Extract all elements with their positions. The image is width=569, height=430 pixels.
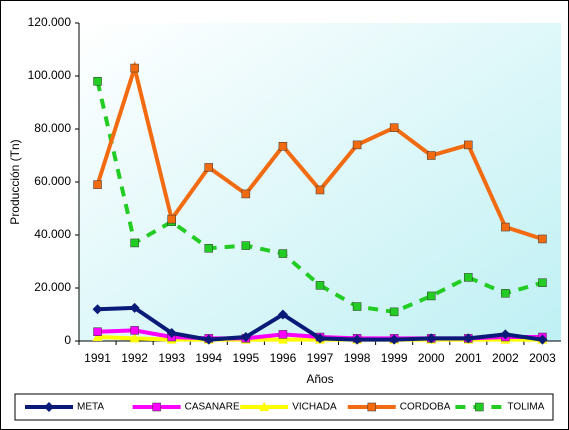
data-point (129, 333, 140, 343)
x-tick-label: 1997 (307, 351, 334, 365)
y-tick-label: 80.000 (34, 121, 71, 135)
data-point (204, 163, 214, 172)
y-tick-label: 60.000 (34, 174, 71, 188)
data-point (92, 332, 103, 342)
data-point (538, 234, 547, 244)
data-point (278, 141, 288, 151)
x-axis-title: Años (306, 372, 333, 386)
legend-marker (152, 402, 161, 412)
data-point (92, 304, 103, 315)
data-point (389, 334, 400, 345)
data-point (277, 309, 288, 320)
data-point (463, 333, 474, 344)
x-tick-label: 2001 (455, 351, 482, 365)
data-point (240, 332, 251, 343)
x-tick-label: 1998 (344, 351, 371, 365)
data-point (203, 334, 214, 345)
legend-label: VICHADA (292, 402, 337, 413)
data-point (130, 238, 139, 248)
x-tick-label: 2003 (529, 351, 556, 365)
y-tick-label: 100.000 (28, 68, 72, 82)
y-tick-label: 0 (64, 333, 71, 347)
legend-marker (259, 402, 270, 411)
data-point (204, 244, 214, 253)
data-point (278, 330, 288, 339)
data-point (315, 185, 325, 195)
data-point (352, 334, 363, 345)
x-tick-label: 1991 (84, 351, 111, 365)
legend-marker (44, 402, 54, 412)
x-tick-label: 1994 (195, 351, 222, 365)
x-tick-label: 1993 (158, 351, 185, 365)
x-tick-label: 1996 (270, 351, 297, 365)
data-point (93, 77, 102, 86)
data-point (241, 241, 251, 250)
data-point (389, 307, 399, 317)
data-point (130, 326, 139, 335)
legend-label: CORDOBA (400, 402, 451, 413)
y-tick-label: 40.000 (34, 227, 71, 241)
plot-area (79, 23, 561, 341)
data-point (538, 278, 547, 287)
data-point (167, 214, 176, 224)
data-point (389, 123, 399, 132)
legend-label: TOLIMA (507, 402, 544, 413)
data-point (464, 140, 473, 150)
legend-marker (475, 402, 484, 412)
x-tick-label: 2000 (418, 351, 445, 365)
data-point (352, 140, 362, 150)
data-point (352, 302, 362, 311)
data-point (241, 189, 251, 199)
data-point (93, 327, 102, 336)
data-point (426, 333, 437, 344)
data-point (501, 222, 510, 232)
x-tick-label: 2002 (492, 351, 519, 365)
data-point (278, 249, 288, 258)
data-point (501, 289, 510, 298)
y-axis-title: Producción (Tn) (8, 139, 22, 224)
data-point (426, 151, 436, 160)
data-point (129, 302, 140, 313)
data-point (537, 334, 548, 345)
legend-label: META (77, 402, 104, 413)
data-point (93, 180, 102, 189)
data-point (130, 63, 139, 73)
x-tick-label: 1992 (121, 351, 148, 365)
x-tick-label: 1995 (232, 351, 259, 365)
data-point (464, 273, 473, 282)
data-point (166, 328, 177, 339)
data-point (500, 329, 511, 340)
data-point (315, 281, 325, 290)
data-point (315, 333, 325, 344)
legend-label: CASANARE (185, 402, 240, 413)
x-tick-label: 1999 (381, 351, 408, 365)
legend-marker (367, 402, 377, 412)
data-point (426, 291, 436, 301)
data-point (277, 334, 288, 344)
y-tick-label: 20.000 (34, 280, 71, 294)
y-tick-label: 120.000 (28, 15, 72, 29)
